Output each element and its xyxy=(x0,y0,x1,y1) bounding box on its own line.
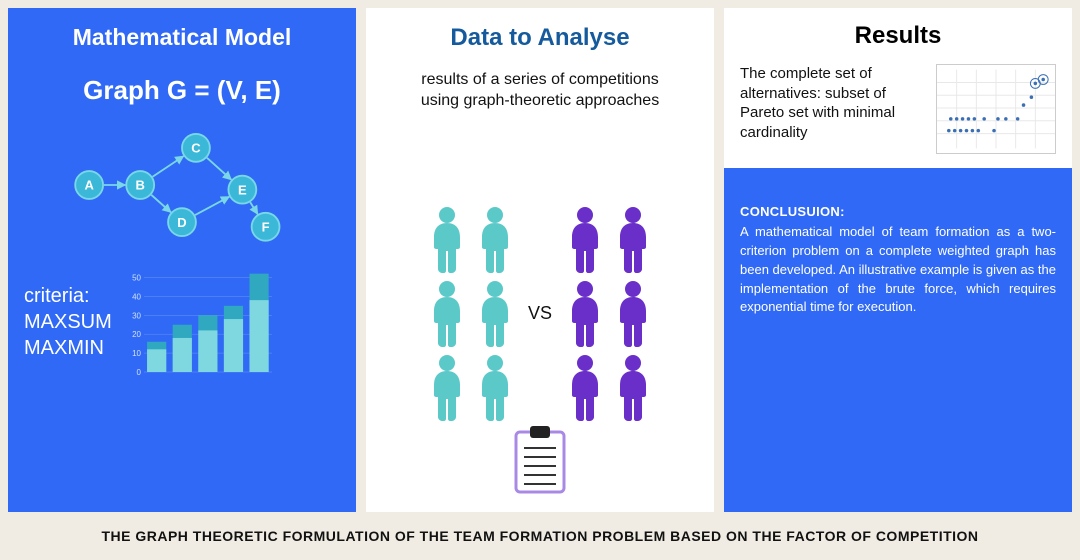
person-icon xyxy=(474,205,516,275)
footer-caption: THE GRAPH THEORETIC FORMULATION OF THE T… xyxy=(0,512,1080,560)
people-area: VS xyxy=(382,132,698,496)
conclusion-body: A mathematical model of team formation a… xyxy=(740,223,1056,317)
svg-text:10: 10 xyxy=(132,349,141,358)
person-icon xyxy=(612,279,654,349)
results-top-text: The complete set of alternatives: subset… xyxy=(740,64,924,154)
panel1-title: Mathematical Model xyxy=(24,24,340,51)
svg-text:D: D xyxy=(177,215,186,230)
bar-chart: 0 10 20 30 40 50 xyxy=(122,262,272,382)
svg-text:0: 0 xyxy=(136,368,141,377)
person-icon xyxy=(564,279,606,349)
team-left xyxy=(426,205,516,423)
svg-text:E: E xyxy=(238,182,247,197)
person-icon xyxy=(564,353,606,423)
svg-text:20: 20 xyxy=(132,330,141,339)
criteria-1: MAXSUM xyxy=(24,309,112,335)
panels-row: Mathematical Model Graph G = (V, E) A B C D… xyxy=(0,0,1080,512)
panel-data-analyse: Data to Analyse results of a series of c… xyxy=(366,8,714,512)
svg-text:30: 30 xyxy=(132,311,141,320)
person-icon xyxy=(612,205,654,275)
vs-label: VS xyxy=(528,303,552,324)
infographic-root: Mathematical Model Graph G = (V, E) A B C D… xyxy=(0,0,1080,560)
panel-results: Results The complete set of alternatives… xyxy=(724,8,1072,512)
person-icon xyxy=(474,353,516,423)
criteria-2: MAXMIN xyxy=(24,335,112,361)
graph-diagram: A B C D E F xyxy=(24,120,340,250)
scatter-plot xyxy=(936,64,1056,154)
results-top-row: The complete set of alternatives: subset… xyxy=(724,64,1072,168)
svg-text:50: 50 xyxy=(132,273,141,282)
person-icon xyxy=(426,353,468,423)
person-icon xyxy=(564,205,606,275)
criteria-text: criteria: MAXSUM MAXMIN xyxy=(24,283,112,361)
panel3-title: Results xyxy=(724,8,1072,64)
svg-text:40: 40 xyxy=(132,292,141,301)
panel-mathematical-model: Mathematical Model Graph G = (V, E) A B C D… xyxy=(8,8,356,512)
panel2-subtitle: results of a series of competitions usin… xyxy=(402,70,678,112)
svg-text:A: A xyxy=(84,178,94,193)
person-icon xyxy=(612,353,654,423)
graph-equation: Graph G = (V, E) xyxy=(24,75,340,106)
panel2-title: Data to Analyse xyxy=(382,24,698,52)
criteria-label: criteria: xyxy=(24,283,112,309)
person-icon xyxy=(474,279,516,349)
svg-text:F: F xyxy=(262,219,270,234)
team-right xyxy=(564,205,654,423)
criteria-row: criteria: MAXSUM MAXMIN 0 10 20 30 40 50 xyxy=(24,262,340,382)
person-icon xyxy=(426,205,468,275)
svg-text:C: C xyxy=(191,141,201,156)
person-icon xyxy=(426,279,468,349)
svg-text:B: B xyxy=(136,178,145,193)
conclusion-label: CONCLUSUION: xyxy=(740,204,1056,219)
clipboard-icon xyxy=(512,424,568,494)
